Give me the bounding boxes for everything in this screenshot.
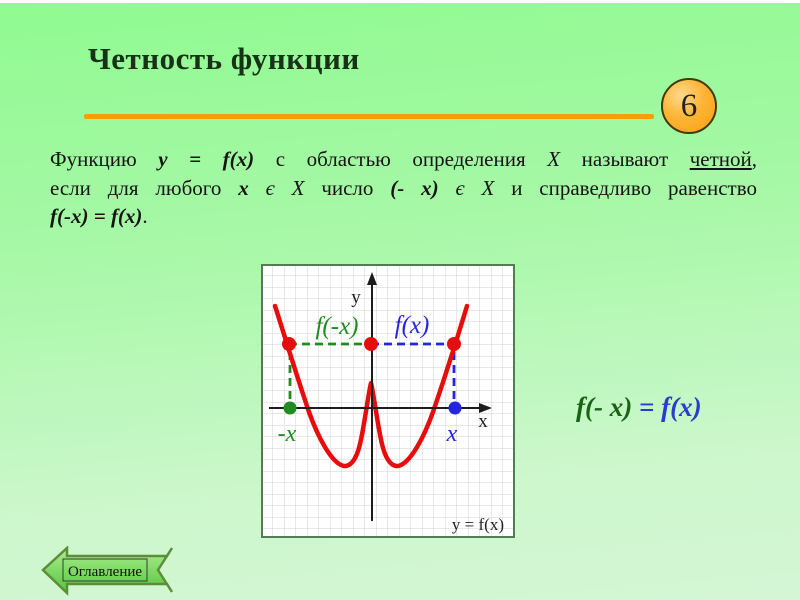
x-axis-label: x	[478, 411, 488, 432]
toc-label: Оглавление	[68, 564, 142, 580]
x-point-label: x	[446, 421, 458, 447]
definition-segment: Функцию	[50, 147, 159, 171]
graph-frame	[261, 264, 515, 538]
evenness-equation: f(- x) = f(x)	[576, 392, 702, 423]
equation-rhs: f(x)	[661, 392, 702, 422]
function-graph-figure: y x f(-x) f(x) -x x y = f(x)	[261, 264, 515, 538]
definition-segment: ,	[751, 147, 757, 171]
toc-button[interactable]: Оглавление	[40, 545, 176, 596]
definition-variable: x	[238, 175, 249, 200]
definition-segment: и справедливо равенство	[494, 175, 757, 200]
definition-line-3: f(-x) = f(x).	[50, 202, 757, 231]
definition-formula: f(-x) = f(x)	[50, 204, 143, 228]
definition-text: Функцию y = f(x) с областью определения …	[50, 145, 757, 231]
toc-label-box	[62, 558, 148, 582]
definition-variable: X	[547, 147, 561, 171]
graph-canvas: y x f(-x) f(x) -x x y = f(x)	[261, 264, 515, 538]
equals-sign: =	[632, 392, 662, 422]
definition-formula: y = f(x)	[158, 147, 255, 171]
slide-number-badge: 6	[661, 78, 717, 134]
curve-caption: y = f(x)	[452, 515, 504, 534]
green-dashed-lines	[288, 342, 371, 401]
point-x	[448, 401, 462, 415]
slide-number: 6	[680, 87, 698, 124]
definition-segment: с областью определения	[254, 147, 548, 171]
definition-term-underlined: четной	[689, 147, 752, 171]
point-minus-x	[283, 401, 297, 415]
element-of-symbol: є	[248, 175, 292, 200]
equation-lhs: f(- x)	[576, 392, 633, 422]
point-f-minus-x	[282, 337, 296, 351]
blue-dashed-lines	[371, 342, 456, 401]
point-on-y-axis	[364, 337, 378, 351]
minus-x-label: -x	[278, 421, 297, 447]
definition-segment: называют	[560, 147, 690, 171]
definition-formula: (- x)	[390, 175, 439, 200]
graph-grid	[261, 264, 515, 538]
y-axis-label: y	[351, 287, 361, 308]
definition-variable: X	[291, 175, 305, 200]
toc-arrow: Оглавление	[41, 545, 174, 596]
axes	[269, 284, 483, 521]
point-f-x	[447, 337, 461, 351]
y-axis-arrow-icon	[367, 272, 377, 285]
x-axis-arrow-icon	[479, 403, 492, 413]
f-minus-x-label: f(-x)	[315, 313, 358, 340]
definition-line-1: Функцию y = f(x) с областью определения …	[50, 145, 757, 174]
definition-variable: X	[481, 175, 495, 200]
page-title: Четность функции	[88, 41, 360, 76]
definition-segment: если для любого	[50, 175, 239, 200]
title-underline-rule	[84, 114, 654, 119]
definition-line-2: если для любого x є X число (- x) є X и …	[50, 174, 757, 203]
definition-segment: .	[142, 204, 148, 228]
element-of-symbol: є	[438, 175, 482, 200]
definition-segment: число	[304, 175, 391, 200]
f-x-label: f(x)	[395, 312, 430, 339]
